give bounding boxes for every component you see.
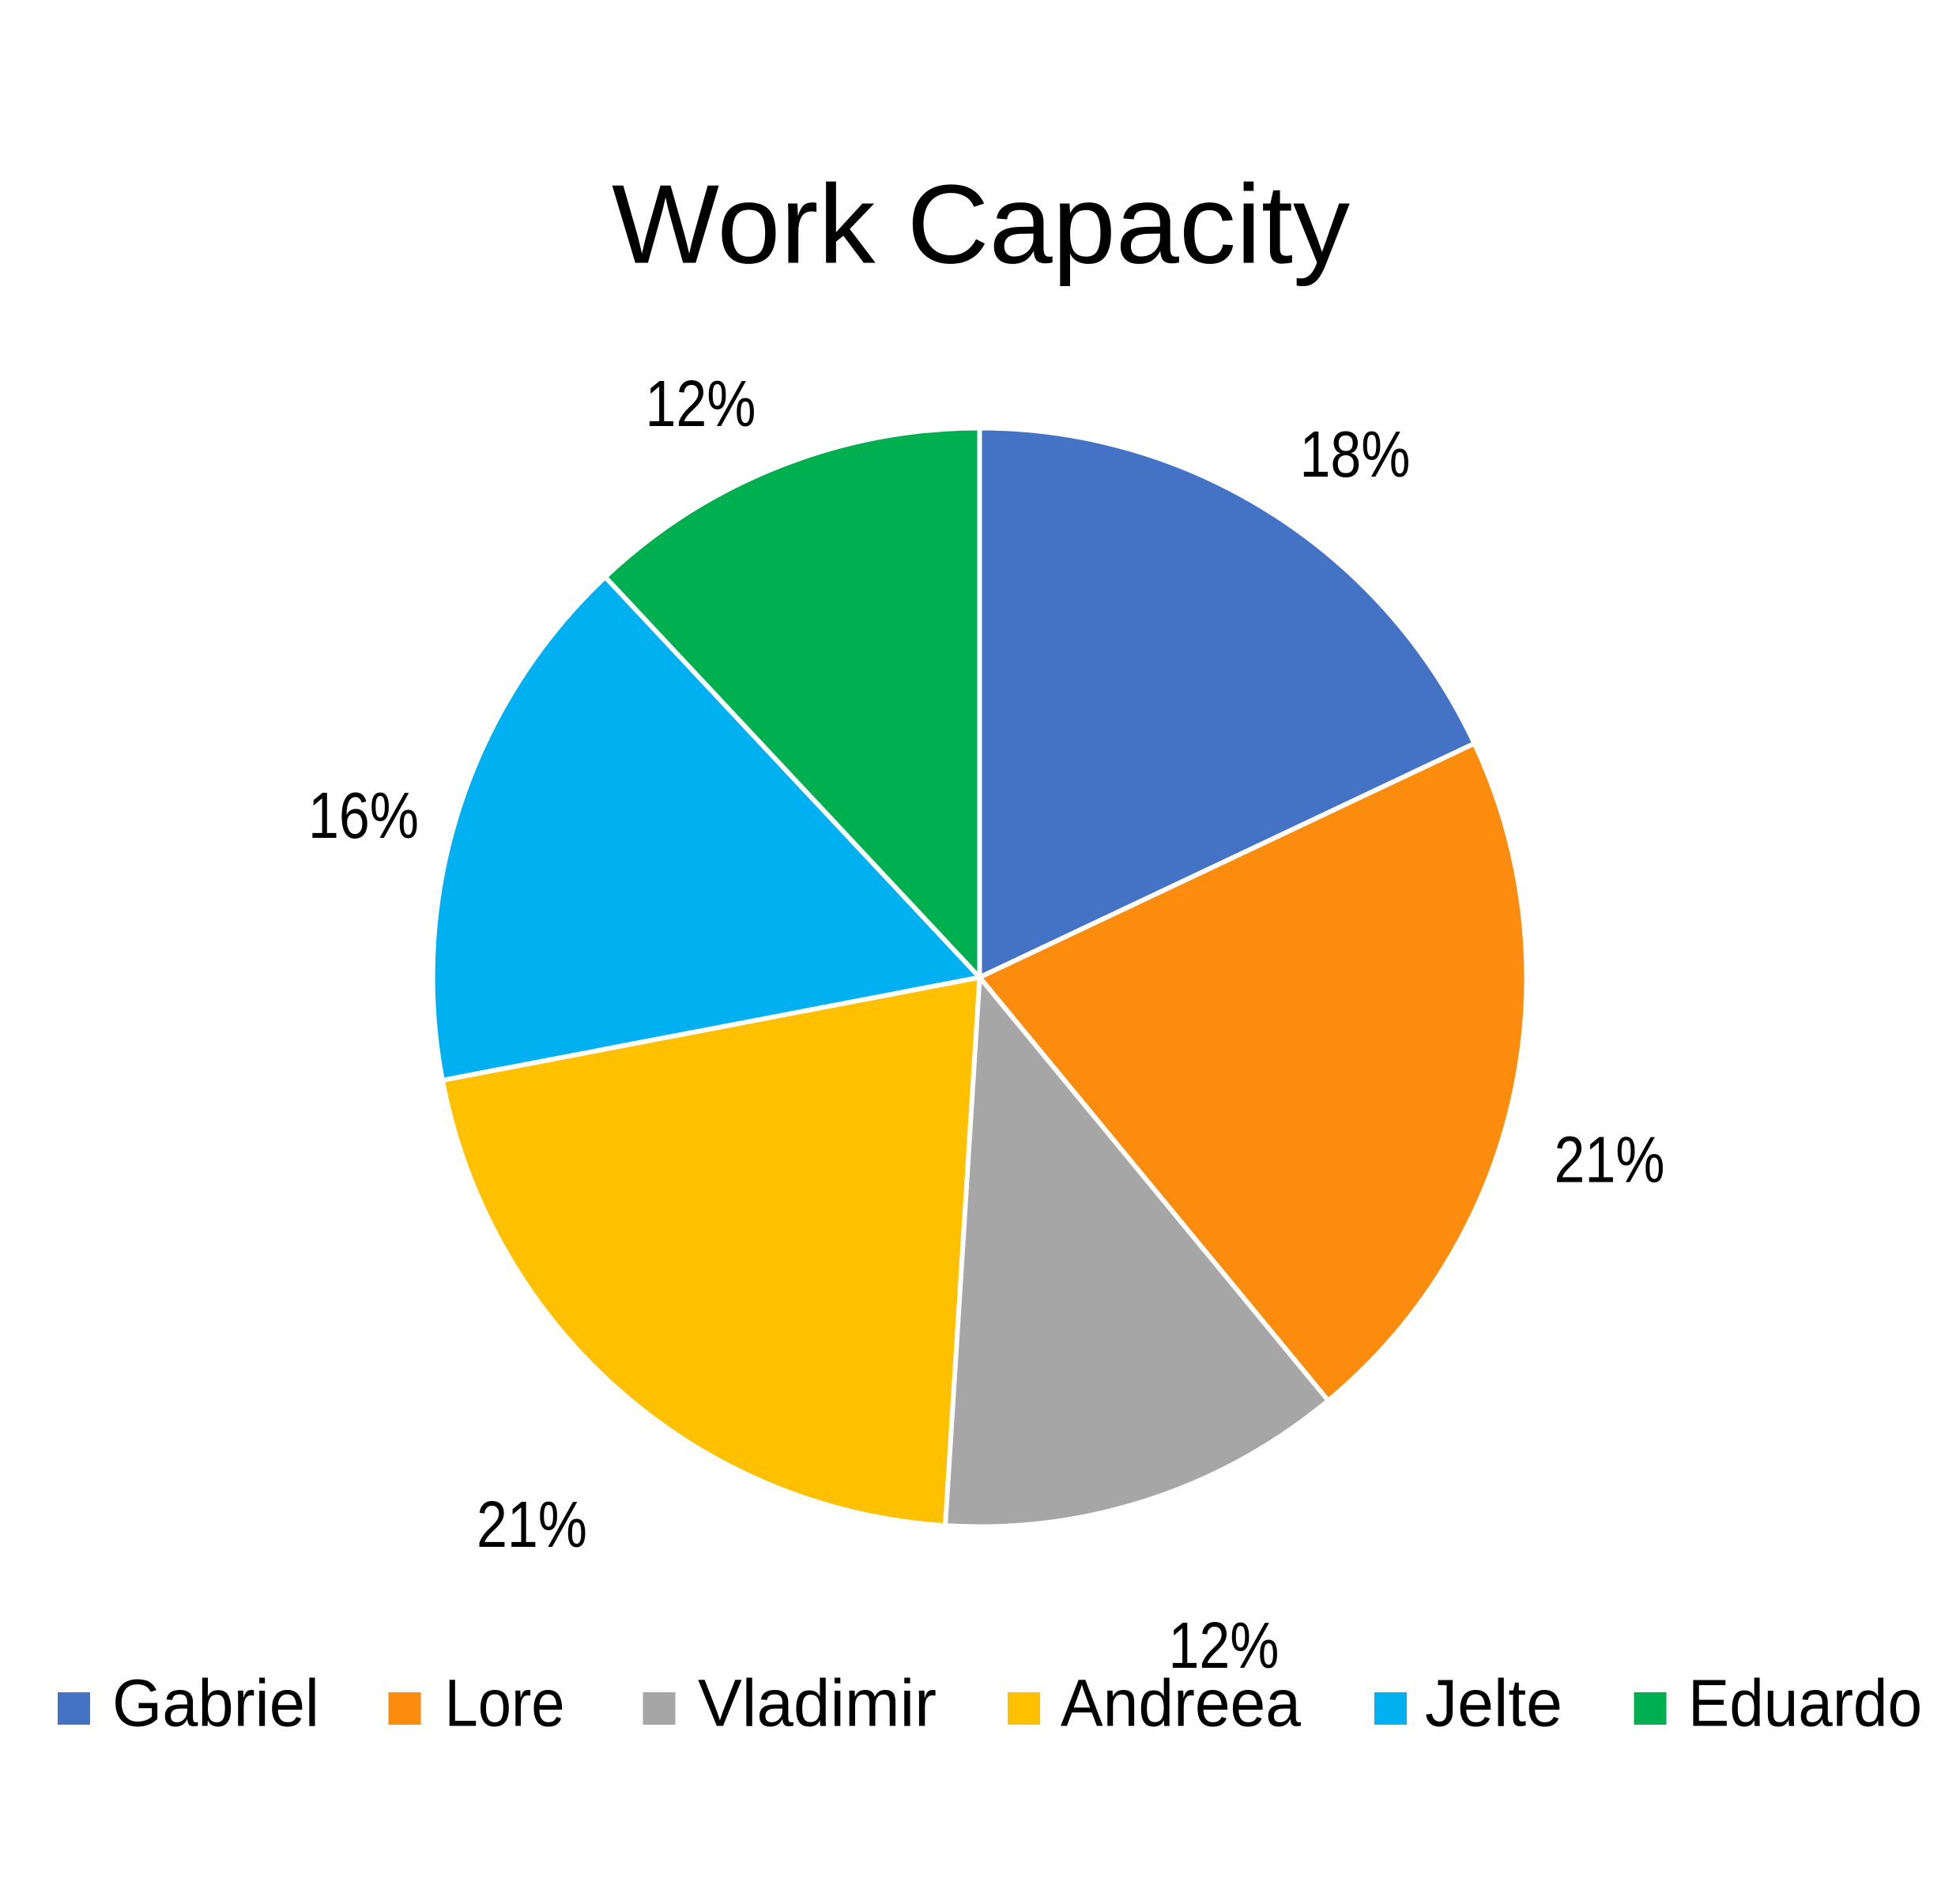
svg-text:16%: 16%: [308, 779, 419, 852]
svg-text:21%: 21%: [477, 1488, 587, 1561]
svg-text:Vladimir: Vladimir: [698, 1666, 937, 1740]
svg-text:18%: 18%: [1300, 417, 1411, 491]
svg-text:12%: 12%: [1169, 1608, 1280, 1682]
svg-text:Andreea: Andreea: [1061, 1666, 1301, 1740]
svg-text:Eduardo: Eduardo: [1688, 1666, 1922, 1740]
svg-text:12%: 12%: [646, 367, 756, 440]
svg-text:21%: 21%: [1555, 1123, 1665, 1197]
svg-text:Gabriel: Gabriel: [112, 1666, 319, 1740]
svg-text:Work Capacity: Work Capacity: [612, 162, 1350, 288]
svg-text:Lore: Lore: [445, 1666, 565, 1740]
svg-text:Jelte: Jelte: [1425, 1666, 1562, 1740]
